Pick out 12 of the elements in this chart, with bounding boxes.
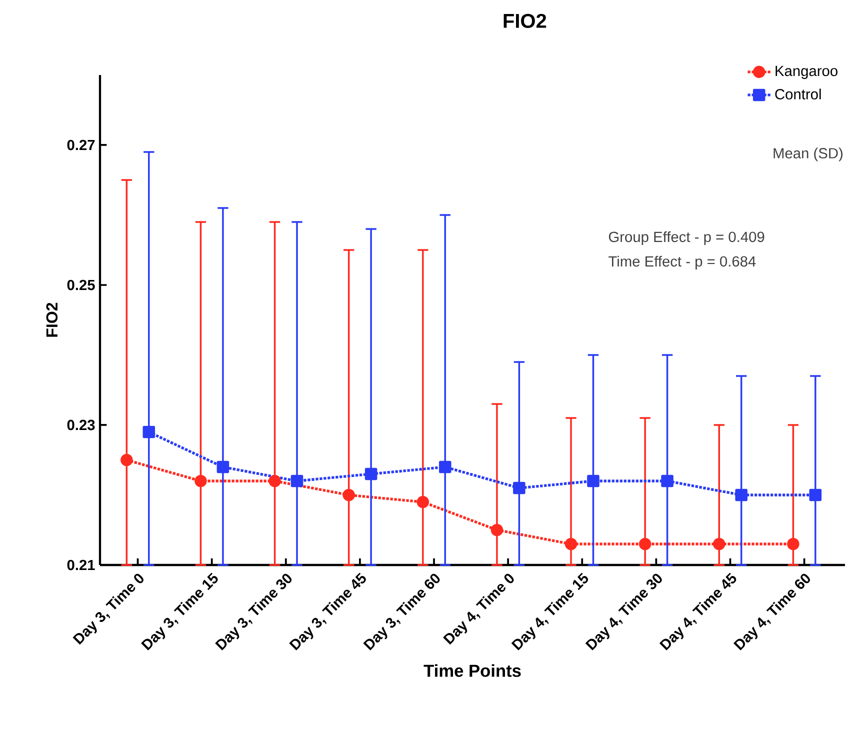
legend-label: Kangaroo: [776, 66, 838, 80]
y-tick-label: 0.21: [67, 560, 95, 570]
annotation: Mean (SD): [774, 148, 842, 162]
annotation: Time Effect - p = 0.684: [608, 256, 756, 270]
chart-title: FIO2: [504, 14, 546, 28]
y-axis-title: FIO2: [46, 302, 58, 337]
legend-label: Control: [775, 88, 821, 100]
y-tick-label: 0.27: [67, 140, 95, 150]
x-axis-title: Time Points: [424, 664, 521, 677]
annotation: Group Effect - p = 0.409: [608, 231, 764, 245]
y-tick-label: 0.25: [67, 280, 95, 290]
y-tick-label: 0.23: [67, 420, 95, 430]
